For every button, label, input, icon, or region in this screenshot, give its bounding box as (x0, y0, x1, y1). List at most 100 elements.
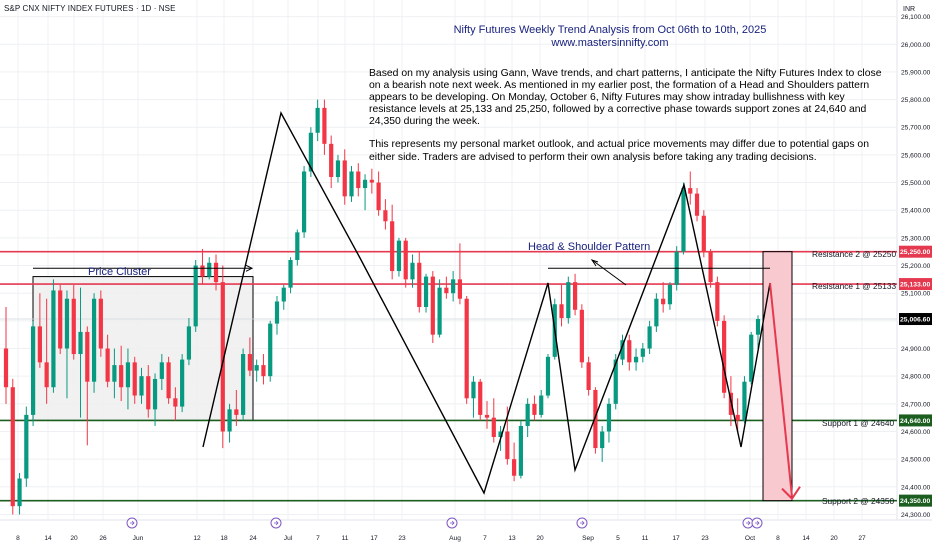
candle-body[interactable] (322, 107, 327, 144)
candle-body[interactable] (37, 326, 42, 363)
candle-body[interactable] (193, 265, 198, 327)
candle-body[interactable] (30, 326, 36, 415)
candle-body[interactable] (281, 287, 286, 302)
candle-body[interactable] (518, 425, 523, 476)
candle-body[interactable] (356, 171, 361, 189)
candle-body[interactable] (627, 340, 632, 363)
candle-body[interactable] (681, 188, 686, 252)
candle-body[interactable] (119, 365, 124, 388)
candle-body[interactable] (633, 356, 639, 363)
candle-body[interactable] (661, 298, 666, 305)
candle-body[interactable] (593, 390, 598, 449)
candle-body[interactable] (261, 365, 266, 377)
candle-body[interactable] (755, 319, 761, 335)
candle-body[interactable] (295, 232, 300, 260)
candle-body[interactable] (464, 298, 469, 399)
candle-body[interactable] (701, 215, 706, 252)
candle-body[interactable] (525, 403, 530, 426)
candle-body[interactable] (430, 276, 435, 335)
candle-body[interactable] (640, 348, 645, 357)
candle-body[interactable] (342, 160, 347, 197)
candle-body[interactable] (423, 276, 429, 308)
candle-body[interactable] (301, 171, 307, 233)
symbol-title[interactable]: S&P CNX NIFTY INDEX FUTURES · 1D · NSE (4, 4, 176, 13)
candle-body[interactable] (132, 362, 137, 396)
candle-body[interactable] (667, 284, 673, 305)
candle-body[interactable] (369, 179, 374, 183)
candle-body[interactable] (410, 262, 415, 280)
candle-body[interactable] (64, 298, 70, 349)
candle-body[interactable] (579, 309, 584, 363)
candle-body[interactable] (274, 301, 280, 324)
candle-body[interactable] (288, 260, 293, 288)
candle-body[interactable] (186, 326, 192, 360)
candle-body[interactable] (227, 409, 232, 432)
candle-body[interactable] (91, 298, 97, 382)
candle-body[interactable] (694, 193, 700, 216)
candle-body[interactable] (247, 354, 252, 371)
candle-body[interactable] (349, 171, 354, 197)
candle-body[interactable] (383, 210, 388, 222)
candle-body[interactable] (85, 331, 90, 382)
candle-body[interactable] (498, 431, 503, 438)
candle-body[interactable] (376, 182, 381, 211)
candle-body[interactable] (539, 395, 544, 415)
candle-body[interactable] (308, 132, 313, 172)
candle-body[interactable] (586, 362, 591, 390)
candle-body[interactable] (403, 240, 408, 280)
candle-body[interactable] (268, 323, 273, 377)
title-line-2[interactable]: www.mastersinnifty.com (551, 37, 669, 49)
candle-body[interactable] (532, 403, 537, 415)
candle-body[interactable] (444, 287, 449, 294)
candle-body[interactable] (512, 459, 517, 476)
candle-body[interactable] (173, 398, 178, 407)
candle-body[interactable] (613, 359, 618, 404)
candle-body[interactable] (17, 478, 22, 507)
candle-body[interactable] (572, 282, 578, 310)
candle-body[interactable] (478, 381, 483, 415)
candle-body[interactable] (722, 320, 727, 393)
candle-body[interactable] (417, 262, 422, 308)
candle-body[interactable] (484, 414, 490, 418)
candle-body[interactable] (166, 362, 171, 399)
candle-body[interactable] (742, 381, 747, 421)
candle-body[interactable] (71, 298, 76, 355)
candle-body[interactable] (3, 348, 9, 388)
candle-body[interactable] (51, 290, 56, 388)
candle-body[interactable] (112, 365, 117, 382)
candle-body[interactable] (471, 381, 476, 399)
candle-body[interactable] (213, 262, 219, 283)
candle-body[interactable] (254, 365, 259, 371)
candle-body[interactable] (451, 279, 456, 294)
candle-body[interactable] (98, 298, 103, 349)
candle-body[interactable] (329, 143, 334, 178)
candle-body[interactable] (600, 431, 605, 449)
candle-body[interactable] (396, 240, 402, 272)
candle-body[interactable] (78, 331, 83, 355)
candle-body[interactable] (362, 179, 368, 189)
candle-body[interactable] (335, 160, 341, 178)
candle-body[interactable] (207, 262, 212, 277)
candle-body[interactable] (715, 282, 720, 321)
candle-body[interactable] (24, 414, 29, 479)
candle-body[interactable] (505, 431, 510, 460)
candle-body[interactable] (749, 334, 754, 382)
candle-body[interactable] (241, 354, 246, 415)
candle-body[interactable] (457, 279, 463, 299)
candle-body[interactable] (146, 376, 151, 410)
candle-body[interactable] (58, 290, 63, 349)
candle-body[interactable] (44, 362, 49, 388)
candle-body[interactable] (152, 378, 158, 410)
candle-body[interactable] (559, 304, 564, 319)
candle-body[interactable] (159, 362, 164, 379)
candle-body[interactable] (139, 376, 144, 396)
candle-body[interactable] (234, 409, 239, 415)
candle-body[interactable] (606, 403, 612, 432)
candle-body[interactable] (688, 188, 693, 194)
candle-body[interactable] (200, 265, 205, 277)
candle-body[interactable] (566, 282, 571, 319)
candle-body[interactable] (620, 340, 625, 360)
candle-body[interactable] (735, 414, 740, 421)
candle-body[interactable] (654, 298, 659, 327)
